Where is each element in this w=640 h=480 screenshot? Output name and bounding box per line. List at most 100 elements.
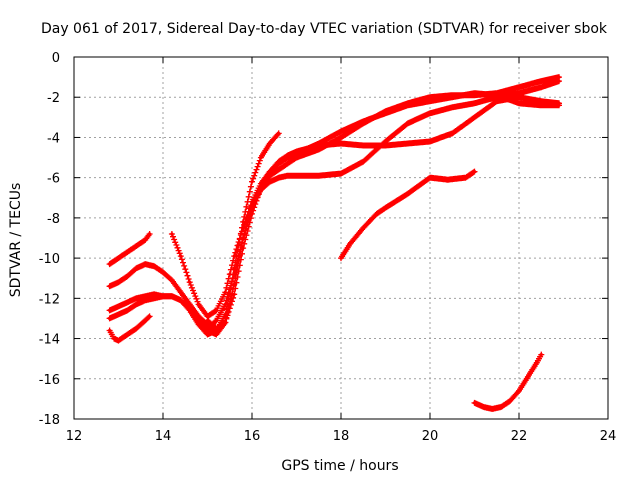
data-point: [481, 405, 485, 409]
data-point: [232, 282, 236, 286]
data-point: [143, 298, 147, 302]
data-point: [250, 180, 254, 184]
data-point: [134, 302, 138, 306]
data-point: [134, 326, 138, 331]
x-tick-label: 16: [244, 429, 261, 444]
data-point: [152, 264, 156, 268]
data-point: [406, 192, 410, 196]
data-point: [539, 353, 543, 357]
data-point: [116, 312, 121, 317]
data-point: [557, 75, 561, 79]
series-track-8: [168, 90, 562, 320]
data-point: [361, 119, 365, 123]
data-point: [339, 141, 343, 146]
x-tick-label: 12: [66, 429, 83, 444]
data-point: [495, 93, 499, 97]
data-point: [557, 79, 561, 83]
y-tick-label: -18: [39, 413, 60, 428]
data-point: [250, 212, 254, 216]
y-tick-label: -4: [47, 131, 60, 146]
data-point: [286, 155, 290, 160]
data-point: [108, 284, 112, 288]
data-point: [143, 238, 147, 242]
data-point: [241, 226, 245, 230]
data-point: [108, 262, 112, 266]
data-point: [170, 232, 174, 236]
y-tick-label: -16: [39, 373, 60, 388]
data-point: [406, 103, 410, 107]
y-tick-label: -14: [39, 333, 60, 348]
data-point: [214, 332, 218, 337]
data-point: [205, 314, 210, 319]
data-point: [179, 290, 183, 294]
y-tick-label: -8: [47, 212, 60, 227]
data-point: [161, 270, 165, 274]
data-point: [116, 280, 121, 284]
data-point: [339, 256, 343, 260]
x-tick-label: 14: [155, 429, 172, 444]
data-point: [517, 101, 521, 105]
data-point: [143, 262, 147, 266]
data-point: [339, 172, 343, 176]
data-point: [197, 316, 201, 321]
data-point: [277, 161, 281, 166]
data-point: [383, 111, 388, 115]
x-tick-label: 20: [422, 429, 439, 444]
data-point: [112, 336, 116, 341]
series-track-7: [204, 94, 562, 332]
series-track-1: [106, 231, 153, 268]
data-point: [214, 308, 218, 312]
data-point: [205, 318, 210, 323]
data-point: [197, 302, 201, 306]
data-point: [116, 256, 121, 260]
data-point: [361, 159, 365, 164]
data-point: [223, 290, 227, 294]
data-point: [125, 274, 129, 278]
data-point: [232, 272, 236, 276]
data-point: [179, 254, 183, 258]
data-point: [152, 296, 156, 300]
data-point: [348, 242, 352, 246]
data-point: [108, 308, 112, 312]
data-point: [517, 95, 521, 99]
grid: [74, 57, 608, 419]
data-point: [517, 389, 521, 393]
data-point: [428, 111, 432, 115]
axis-ticks: [73, 56, 609, 420]
data-point: [361, 143, 365, 148]
data-point: [294, 151, 299, 156]
data-point: [361, 226, 365, 230]
data-point: [508, 399, 512, 403]
series-markers: [471, 351, 545, 412]
data-point: [495, 99, 499, 103]
data-point: [188, 302, 192, 306]
data-point: [472, 91, 477, 95]
data-point: [125, 332, 129, 337]
data-point: [188, 280, 192, 284]
data-point: [499, 405, 503, 409]
series-markers: [204, 94, 562, 332]
y-axis-label: SDTVAR / TECUs: [8, 183, 24, 298]
data-point: [259, 155, 263, 160]
series-line: [207, 96, 560, 330]
data-point: [539, 79, 543, 83]
y-tick-label: -10: [39, 252, 60, 267]
data-point: [317, 174, 321, 178]
data-point: [143, 318, 147, 323]
data-point: [446, 178, 450, 182]
data-point: [205, 328, 210, 333]
data-point: [517, 85, 521, 89]
x-tick-label: 24: [600, 429, 617, 444]
data-point: [339, 135, 343, 140]
y-tick-label: -6: [47, 172, 60, 187]
data-point: [557, 103, 561, 107]
data-point: [464, 176, 468, 180]
data-point: [108, 328, 112, 333]
data-point: [450, 131, 454, 136]
y-tick-label: -2: [47, 91, 60, 106]
data-point: [383, 139, 388, 144]
data-point: [428, 139, 432, 144]
series-line: [340, 171, 475, 259]
data-point: [268, 170, 272, 174]
